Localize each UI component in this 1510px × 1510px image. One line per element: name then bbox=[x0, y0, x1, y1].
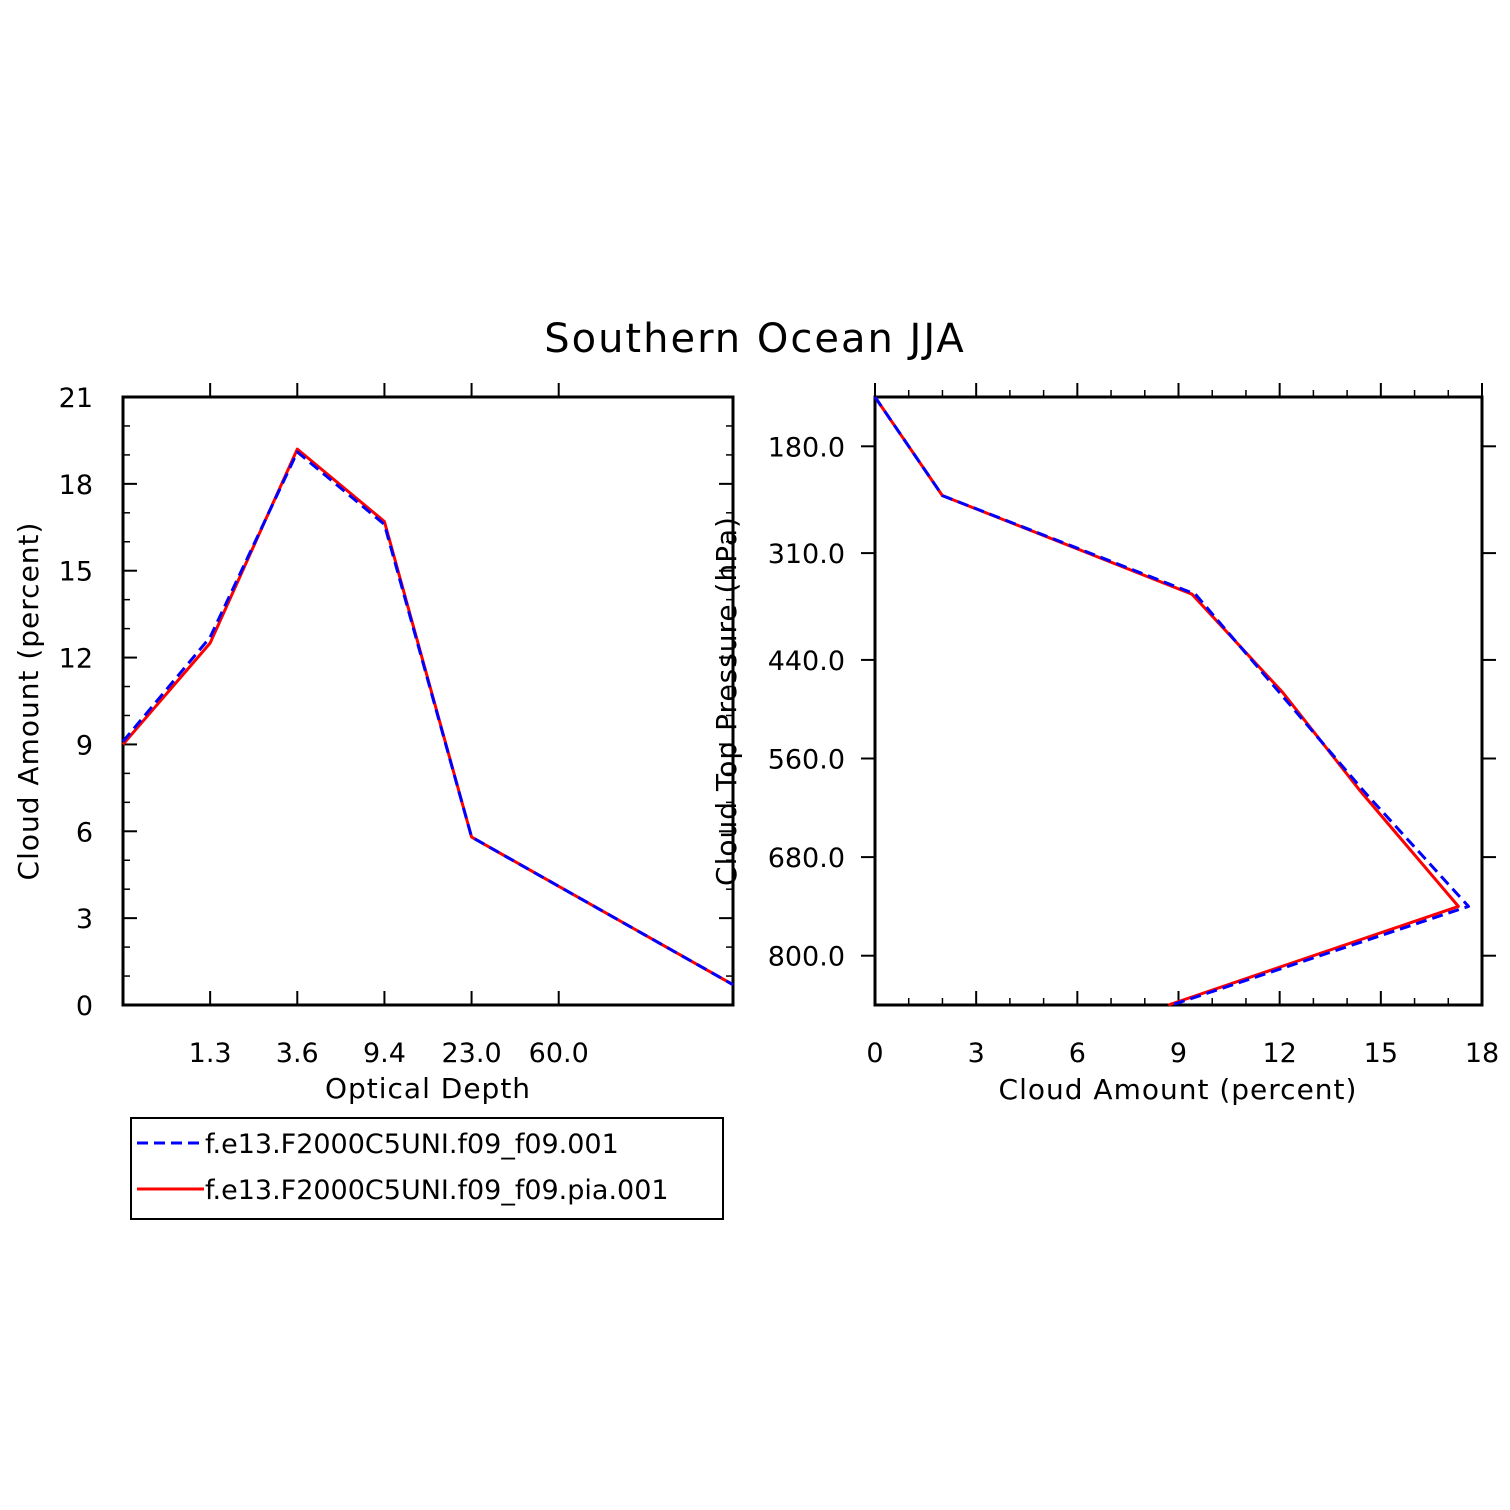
left-y-tick-label: 3 bbox=[76, 904, 93, 935]
right-plot-frame bbox=[873, 395, 1484, 1007]
right-x-tick-label: 6 bbox=[1069, 1038, 1086, 1069]
left-series-line-pia bbox=[121, 447, 734, 987]
left-y-tick-label: 6 bbox=[76, 817, 93, 848]
legend-label-series-a: f.e13.F2000C5UNI.f09_f09.001 bbox=[205, 1129, 619, 1160]
right-x-tick-label: 3 bbox=[968, 1038, 985, 1069]
right-series-line-pia bbox=[873, 396, 1460, 1007]
right-y-tick-label: 680.0 bbox=[768, 843, 845, 874]
right-axis-ticks: 0 3 6 9 12 15 18 180.0 310.0 440.0 560.0 680.0 800.0 bbox=[768, 383, 1499, 1069]
right-x-tick-label: 0 bbox=[866, 1038, 883, 1069]
right-series-lines bbox=[873, 396, 1470, 1007]
left-y-tick-label: 9 bbox=[76, 730, 93, 761]
left-axis-ticks: 0 3 6 9 12 15 18 21 1.3 3.6 9.4 23.0 60.0 bbox=[59, 383, 733, 1069]
left-x-tick-label: 9.4 bbox=[363, 1038, 406, 1069]
left-x-axis-label: Optical Depth bbox=[325, 1072, 531, 1105]
right-panel-cloud-top-pressure: 0 3 6 9 12 15 18 180.0 310.0 440.0 560.0 680.0 800.0… bbox=[710, 383, 1499, 1106]
left-series-line-control bbox=[121, 450, 734, 987]
right-x-tick-label: 12 bbox=[1262, 1038, 1296, 1069]
left-y-tick-label: 12 bbox=[59, 644, 93, 675]
left-y-tick-label: 18 bbox=[59, 470, 93, 501]
legend-box bbox=[130, 1117, 724, 1220]
left-y-tick-label: 21 bbox=[59, 383, 93, 414]
right-y-tick-label: 800.0 bbox=[768, 942, 845, 973]
left-x-tick-label: 3.6 bbox=[276, 1038, 319, 1069]
right-x-axis-label: Cloud Amount (percent) bbox=[999, 1073, 1358, 1106]
right-series-line-control bbox=[873, 396, 1470, 1007]
right-y-tick-label: 180.0 bbox=[768, 432, 845, 463]
right-y-tick-label: 440.0 bbox=[768, 646, 845, 677]
left-x-tick-label: 23.0 bbox=[442, 1038, 502, 1069]
legend: f.e13.F2000C5UNI.f09_f09.001 f.e13.F2000… bbox=[130, 1117, 724, 1220]
right-y-tick-label: 310.0 bbox=[768, 539, 845, 570]
right-x-tick-label: 15 bbox=[1364, 1038, 1398, 1069]
left-x-tick-label: 1.3 bbox=[189, 1038, 232, 1069]
right-x-tick-label: 18 bbox=[1465, 1038, 1499, 1069]
left-y-tick-label: 15 bbox=[59, 557, 93, 588]
left-panel-optical-depth: 0 3 6 9 12 15 18 21 1.3 3.6 9.4 23.0 60.0 Optical De… bbox=[12, 383, 735, 1105]
right-y-tick-label: 560.0 bbox=[768, 745, 845, 776]
left-x-tick-label: 60.0 bbox=[529, 1038, 589, 1069]
left-y-tick-label: 0 bbox=[76, 991, 93, 1022]
left-plot-frame bbox=[121, 395, 735, 1007]
left-y-axis-label: Cloud Amount (percent) bbox=[12, 522, 45, 881]
left-series-lines bbox=[121, 447, 734, 987]
right-x-tick-label: 9 bbox=[1170, 1038, 1187, 1069]
legend-label-series-b: f.e13.F2000C5UNI.f09_f09.pia.001 bbox=[205, 1175, 669, 1206]
right-y-axis-label: Cloud Top Pressure (hPa) bbox=[710, 516, 743, 886]
chart-title: Southern Ocean JJA bbox=[544, 316, 966, 362]
